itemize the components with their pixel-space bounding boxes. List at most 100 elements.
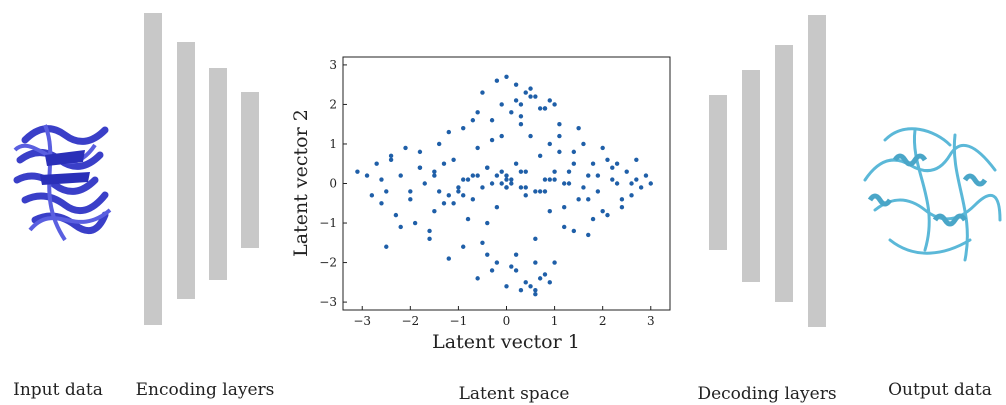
scatter-point bbox=[451, 157, 456, 162]
scatter-point bbox=[456, 189, 461, 194]
scatter-point bbox=[523, 169, 528, 174]
scatter-point bbox=[513, 98, 519, 103]
scatter-point bbox=[436, 189, 442, 194]
scatter-point bbox=[470, 197, 476, 202]
scatter-point bbox=[480, 240, 485, 245]
scatter-point bbox=[432, 208, 437, 214]
scatter-point bbox=[629, 181, 634, 186]
scatter-point bbox=[634, 157, 639, 162]
scatter-point bbox=[562, 181, 567, 186]
x-tick-label: −2 bbox=[401, 314, 419, 328]
caption-decoding-layers: Decoding layers bbox=[697, 384, 837, 404]
scatter-point bbox=[441, 201, 447, 206]
scatter-point bbox=[465, 177, 471, 182]
scatter-point bbox=[533, 260, 538, 265]
scatter-point bbox=[537, 189, 543, 194]
scatter-point bbox=[504, 74, 509, 79]
scatter-point bbox=[388, 153, 394, 159]
scatter-point bbox=[489, 268, 495, 273]
scatter-point bbox=[494, 260, 500, 265]
scatter-point bbox=[427, 236, 432, 242]
x-tick-label: 1 bbox=[551, 314, 559, 328]
scatter-point bbox=[432, 173, 437, 178]
scatter-point bbox=[595, 189, 601, 194]
scatter-point bbox=[590, 216, 596, 222]
scatter-point bbox=[533, 94, 538, 99]
scatter-point bbox=[518, 122, 524, 127]
scatter-point bbox=[432, 169, 437, 174]
y-tick-label: −3 bbox=[319, 295, 337, 309]
scatter-point bbox=[475, 145, 480, 151]
scatter-point bbox=[451, 201, 456, 206]
y-axis-title: Latent vector 2 bbox=[290, 109, 312, 257]
scatter-point bbox=[552, 102, 557, 107]
scatter-point bbox=[542, 272, 548, 277]
scatter-point bbox=[499, 102, 504, 107]
scatter-point bbox=[446, 256, 451, 261]
scatter-points bbox=[355, 74, 653, 297]
scatter-point bbox=[436, 141, 442, 147]
decoding-layer-4 bbox=[808, 15, 826, 327]
scatter-point bbox=[461, 177, 466, 182]
scatter-point bbox=[638, 185, 644, 190]
scatter-point bbox=[542, 106, 548, 111]
scatter-point bbox=[518, 102, 524, 107]
encoding-layer-4 bbox=[241, 92, 259, 248]
scatter-point bbox=[600, 145, 605, 151]
caption-encoding-layers: Encoding layers bbox=[135, 380, 275, 400]
input-protein-image bbox=[13, 124, 112, 242]
scatter-point bbox=[552, 169, 557, 174]
y-tick-label: 3 bbox=[329, 58, 337, 72]
scatter-point bbox=[523, 185, 528, 190]
scatter-point bbox=[456, 185, 461, 190]
scatter-point bbox=[485, 165, 490, 170]
scatter-point bbox=[619, 205, 625, 210]
x-tick-label: 2 bbox=[599, 314, 607, 328]
scatter-point bbox=[581, 141, 586, 147]
scatter-point bbox=[562, 205, 567, 210]
scatter-point bbox=[355, 169, 360, 174]
scatter-point bbox=[586, 173, 591, 178]
scatter-point bbox=[566, 169, 572, 174]
y-tick-label: −1 bbox=[319, 216, 337, 230]
scatter-point bbox=[610, 165, 615, 170]
scatter-point bbox=[610, 177, 615, 182]
x-tick-label: 0 bbox=[503, 314, 511, 328]
scatter-point bbox=[557, 149, 562, 155]
scatter-point bbox=[499, 181, 504, 186]
decoding-layer-3 bbox=[775, 45, 793, 302]
scatter-point bbox=[461, 193, 466, 198]
scatter-point bbox=[475, 276, 480, 281]
scatter-point bbox=[619, 197, 625, 202]
scatter-point bbox=[485, 252, 490, 257]
scatter-point bbox=[489, 181, 495, 186]
axis-ticks: −3 −2 −1 0 1 2 3 −3 −2 −1 0 1 2 3 bbox=[319, 58, 654, 328]
scatter-point bbox=[523, 193, 528, 198]
scatter-point bbox=[384, 244, 389, 249]
scatter-point bbox=[523, 90, 528, 95]
scatter-point bbox=[379, 201, 384, 206]
scatter-point bbox=[533, 189, 538, 194]
scatter-point bbox=[513, 161, 519, 166]
scatter-point bbox=[595, 173, 601, 178]
plot-frame bbox=[342, 56, 671, 311]
scatter-point bbox=[408, 189, 413, 194]
scatter-point bbox=[509, 177, 514, 182]
y-tick-label: 0 bbox=[329, 177, 337, 191]
scatter-point bbox=[513, 268, 519, 273]
scatter-point bbox=[634, 177, 639, 182]
scatter-point bbox=[643, 173, 649, 178]
scatter-point bbox=[547, 98, 552, 103]
scatter-point bbox=[533, 236, 538, 242]
scatter-point bbox=[629, 193, 634, 198]
scatter-point bbox=[499, 133, 504, 139]
scatter-point bbox=[552, 177, 557, 182]
scatter-point bbox=[605, 157, 610, 162]
scatter-point bbox=[499, 169, 504, 174]
y-tick-label: −2 bbox=[319, 256, 337, 270]
scatter-point bbox=[408, 197, 413, 202]
scatter-point bbox=[379, 177, 384, 182]
scatter-point bbox=[552, 260, 557, 265]
scatter-point bbox=[547, 208, 552, 214]
scatter-point bbox=[537, 153, 543, 159]
